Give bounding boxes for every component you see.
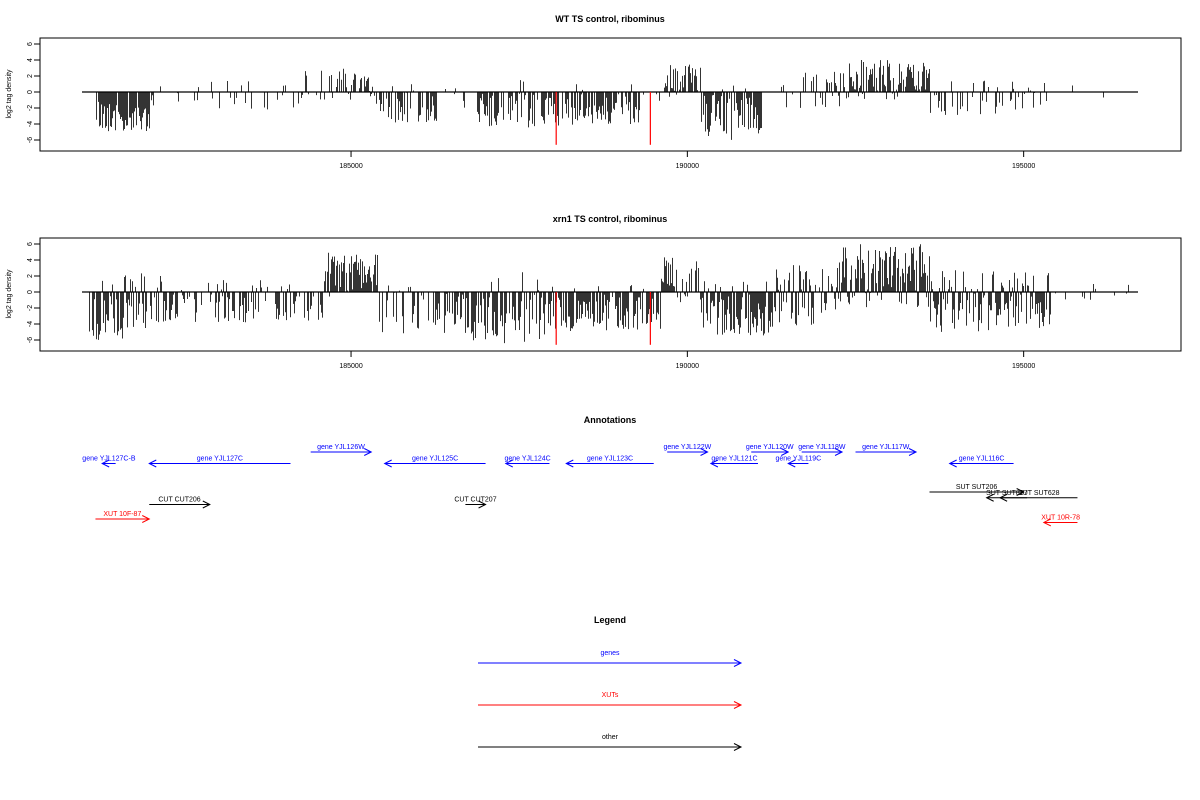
y-tick-label: -6 xyxy=(27,137,34,143)
feature-arrow xyxy=(998,493,1078,502)
legend-title: Legend xyxy=(594,615,626,625)
wt-y-axis-label: log2 tag density xyxy=(6,69,13,119)
feature-arrow xyxy=(148,459,291,468)
x-tick-label: 185000 xyxy=(339,363,362,370)
y-tick-label: -6 xyxy=(27,337,34,343)
x-tick-label: 195000 xyxy=(1012,163,1035,170)
y-tick-label: -2 xyxy=(27,305,34,311)
y-tick-label: 6 xyxy=(27,242,34,246)
feature-arrow xyxy=(948,459,1014,468)
xrn1-y-axis-label: log2 tag density xyxy=(6,269,13,319)
legend-arrow-other xyxy=(478,743,743,751)
y-tick-label: -2 xyxy=(27,105,34,111)
feature-label: gene YJL123C xyxy=(587,456,633,463)
feature-label: SUT SUT628 xyxy=(1018,490,1060,497)
feature-label: gene YJL124C xyxy=(505,456,551,463)
x-tick-label: 190000 xyxy=(676,163,699,170)
feature-label: gene YJL120W xyxy=(746,444,794,451)
y-tick-label: 4 xyxy=(27,58,34,62)
y-tick-label: 0 xyxy=(27,290,34,294)
y-tick-label: 2 xyxy=(27,74,34,78)
legend-label-gene: genes xyxy=(600,650,620,657)
legend-arrow-gene xyxy=(478,659,743,667)
feature-label: gene YJL118W xyxy=(798,444,846,451)
legend-arrow-xut xyxy=(478,701,743,709)
feature-arrow xyxy=(465,500,487,509)
feature-label: gene YJL119C xyxy=(775,456,821,463)
feature-label: gene YJL122W xyxy=(663,444,711,451)
feature-arrow xyxy=(929,488,1025,496)
y-tick-label: -4 xyxy=(27,121,34,127)
annotations-title: Annotations xyxy=(584,415,637,425)
feature-arrow xyxy=(1042,518,1078,527)
feature-label: gene YJL121C xyxy=(711,456,757,463)
feature-arrow xyxy=(101,459,116,468)
feature-arrow xyxy=(751,448,790,456)
feature-label: SUT SUT206 xyxy=(956,484,998,491)
feature-label: gene YJL125C xyxy=(412,456,458,463)
feature-label: XUT 10R-78 xyxy=(1041,514,1080,521)
wt-bars xyxy=(82,60,1138,145)
x-tick-label: 190000 xyxy=(676,363,699,370)
annotation-features: gene YJL127C-B gene YJL127C gene YJL126W ge… xyxy=(82,444,1080,527)
wt-track-panel: WT TS control, ribominus log2 tag densit… xyxy=(6,14,1182,170)
feature-arrow xyxy=(801,448,844,456)
feature-arrow xyxy=(565,459,654,468)
xrn1-track-title: xrn1 TS control, ribominus xyxy=(553,214,668,224)
feature-arrow xyxy=(95,515,151,523)
y-tick-label: -4 xyxy=(27,321,34,327)
feature-arrow xyxy=(709,459,758,468)
x-tick-label: 185000 xyxy=(339,163,362,170)
y-tick-label: 2 xyxy=(27,274,34,278)
feature-label: SUT SUT827 xyxy=(986,490,1028,497)
legend-panel: Legend genes XUTs other xyxy=(478,615,743,751)
feature-arrow xyxy=(383,459,486,468)
y-tick-label: 0 xyxy=(27,90,34,94)
feature-label: CUT CUT207 xyxy=(454,497,496,504)
feature-arrow xyxy=(787,459,809,468)
feature-arrow xyxy=(310,448,373,456)
feature-arrow xyxy=(855,448,918,456)
y-tick-label: 4 xyxy=(27,258,34,262)
feature-label: gene YJL126W xyxy=(317,444,365,451)
feature-label: gene YJL117W xyxy=(862,444,910,451)
x-tick-label: 195000 xyxy=(1012,363,1035,370)
wt-axes: -6 -4 -2 0 2 4 6 185000 190000 195000 xyxy=(27,42,1036,170)
legend-label-other: other xyxy=(602,734,619,741)
xrn1-track-panel: xrn1 TS control, ribominus log2 tag dens… xyxy=(6,214,1182,370)
feature-arrow xyxy=(504,459,550,468)
feature-label: gene YJL116C xyxy=(959,456,1005,463)
annotations-panel: Annotations gene YJL127C-B gene YJL127Cge… xyxy=(82,415,1080,527)
feature-arrow xyxy=(149,500,211,509)
xrn1-axes: -6 -4 -2 0 2 4 6 185000 190000 195000 xyxy=(27,242,1036,370)
feature-label: gene YJL127C xyxy=(197,456,243,463)
xrn1-bars xyxy=(82,244,1138,345)
feature-label: gene YJL127C-B xyxy=(82,456,136,463)
legend-label-xut: XUTs xyxy=(602,692,619,699)
feature-label: CUT CUT206 xyxy=(158,497,200,504)
y-tick-label: 6 xyxy=(27,42,34,46)
legend-items: genes XUTs other xyxy=(478,650,743,751)
wt-track-title: WT TS control, ribominus xyxy=(555,14,665,24)
feature-label: XUT 10F-87 xyxy=(103,511,141,518)
feature-arrow xyxy=(667,448,709,456)
